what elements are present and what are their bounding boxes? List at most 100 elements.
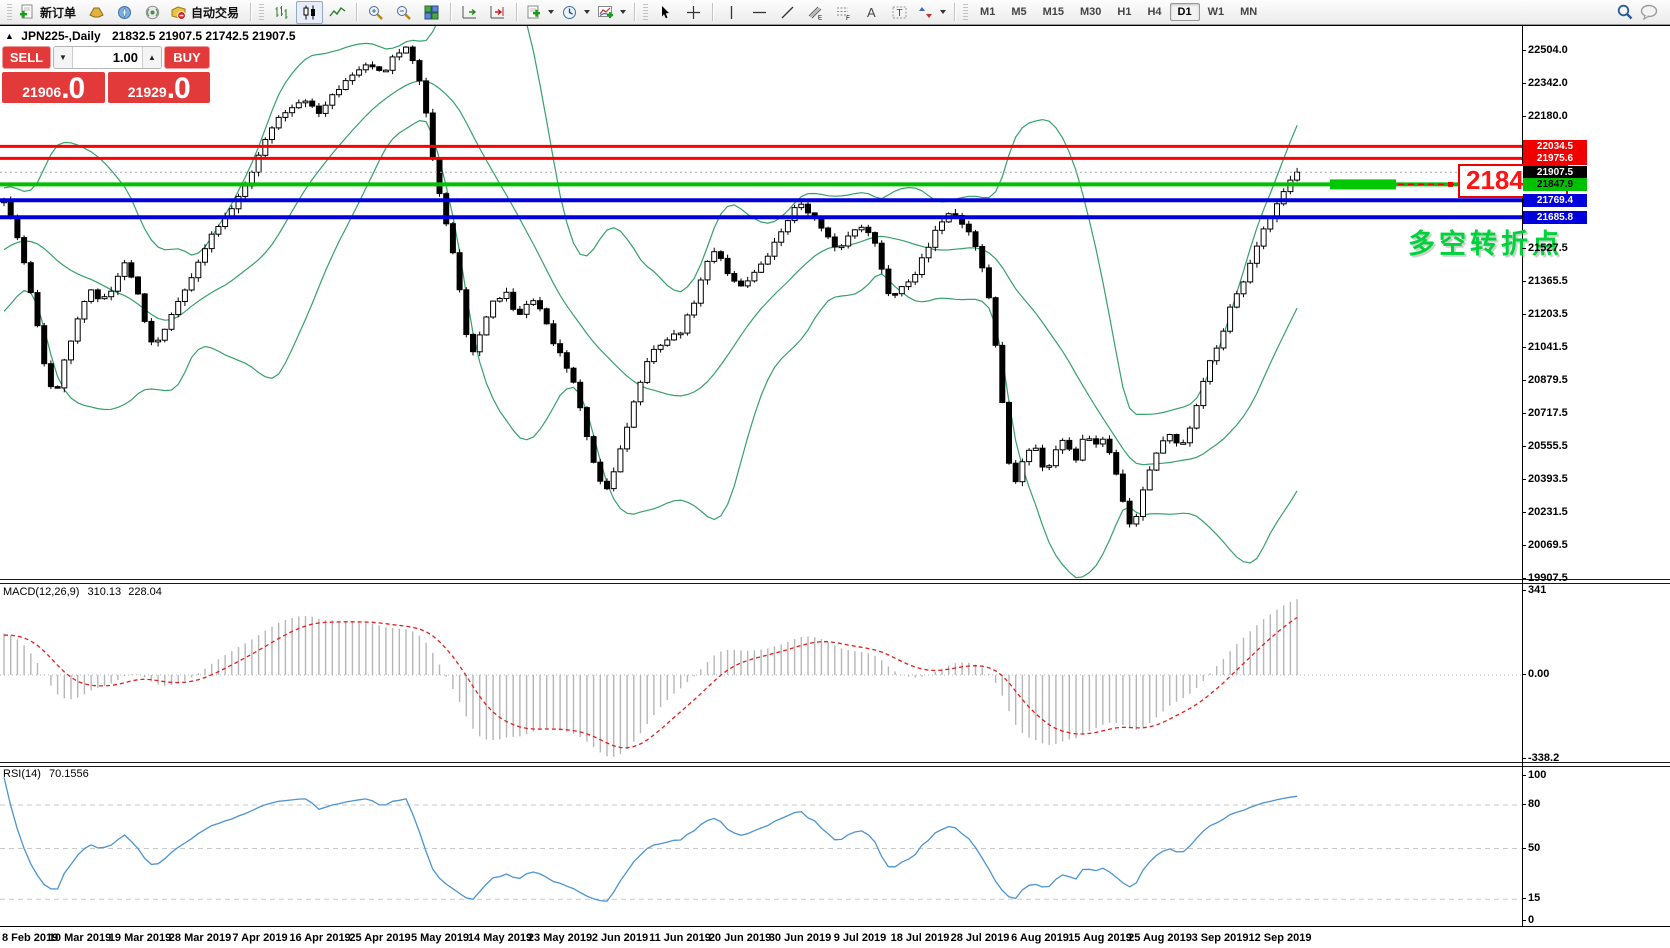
buy-price[interactable]: 21929 .0 bbox=[107, 72, 210, 104]
date-tick-label: 10 Mar 2019 bbox=[48, 932, 112, 944]
date-tick-label: 25 Aug 2019 bbox=[1128, 932, 1192, 944]
vertical-line-button[interactable] bbox=[718, 1, 745, 24]
panel-splitter[interactable] bbox=[0, 579, 1670, 584]
new-order-label: 新订单 bbox=[40, 5, 77, 20]
chart-candles-icon bbox=[303, 5, 316, 19]
chart-line-button[interactable] bbox=[324, 1, 351, 24]
sell-button[interactable]: SELL bbox=[2, 46, 51, 69]
tile-windows-button[interactable] bbox=[418, 1, 445, 24]
cursor-button[interactable] bbox=[652, 1, 679, 24]
timeframe-button-d1[interactable]: D1 bbox=[1169, 3, 1200, 21]
toolbar-grip bbox=[259, 4, 265, 20]
rsi-label: RSI(14) 70.1556 bbox=[3, 768, 89, 780]
chart-bars-button[interactable] bbox=[268, 1, 295, 24]
date-tick-label: 30 Jun 2019 bbox=[768, 932, 832, 944]
rsi-panel[interactable] bbox=[0, 765, 1522, 926]
timeframe-button-m15[interactable]: M15 bbox=[1042, 6, 1064, 18]
sell-price-pips: .0 bbox=[61, 72, 85, 105]
date-tick-label: 23 May 2019 bbox=[527, 932, 593, 944]
cursor-icon bbox=[662, 5, 670, 18]
date-tick-label: 2 Jun 2019 bbox=[591, 932, 649, 944]
chevron-down-icon bbox=[584, 10, 591, 14]
rsi-name: RSI(14) bbox=[3, 768, 41, 780]
fibonacci-icon: F bbox=[837, 7, 850, 21]
crosshair-button[interactable] bbox=[680, 1, 707, 24]
text-label-icon: T bbox=[892, 6, 907, 19]
volume-increase-button[interactable]: ▲ bbox=[142, 47, 161, 68]
zoom-out-icon bbox=[397, 5, 411, 20]
date-tick-label: 28 Mar 2019 bbox=[168, 932, 232, 944]
indicators-button[interactable] bbox=[594, 1, 629, 24]
chat-icon[interactable] bbox=[1640, 3, 1660, 21]
volume-decrease-button[interactable]: ▼ bbox=[54, 47, 73, 68]
toolbar-separator bbox=[712, 3, 714, 21]
autotrading-label: 自动交易 bbox=[191, 5, 240, 20]
date-tick-label: 7 Apr 2019 bbox=[232, 932, 288, 944]
price-tick-label: 20393.5 bbox=[1522, 473, 1608, 486]
price-tick-label: 20231.5 bbox=[1522, 506, 1608, 519]
date-tick-label: 18 Jul 2019 bbox=[890, 932, 950, 944]
channel-button[interactable]: E bbox=[802, 1, 829, 24]
chart-line-icon bbox=[329, 6, 346, 16]
fibonacci-button[interactable]: F bbox=[830, 1, 857, 24]
timeframe-button-w1[interactable]: W1 bbox=[1207, 6, 1225, 18]
navigator-icon bbox=[118, 5, 132, 19]
toolbar-separator bbox=[634, 3, 636, 21]
new-order-button[interactable]: 新订单 bbox=[16, 1, 82, 24]
chevron-down-icon bbox=[548, 10, 555, 14]
panel-splitter[interactable] bbox=[0, 762, 1670, 767]
chart-shift-button[interactable] bbox=[484, 1, 511, 24]
price-level-badge: 21907.5 bbox=[1523, 166, 1587, 179]
chart-shift-icon bbox=[490, 5, 505, 18]
vertical-line-icon bbox=[730, 5, 733, 19]
market-watch-button[interactable] bbox=[83, 1, 110, 24]
volume-input[interactable] bbox=[73, 47, 142, 68]
toolbar-grip bbox=[643, 4, 649, 20]
date-tick-label: 9 Jul 2019 bbox=[833, 932, 887, 944]
profiles-button[interactable] bbox=[522, 1, 557, 24]
period-button[interactable] bbox=[558, 1, 593, 24]
search-icon[interactable] bbox=[1616, 3, 1634, 21]
alerts-button[interactable] bbox=[139, 1, 166, 24]
auto-scroll-button[interactable] bbox=[456, 1, 483, 24]
macd-axis-label: -338.2 bbox=[1522, 752, 1608, 765]
timeframe-button-m1[interactable]: M1 bbox=[980, 6, 996, 18]
text-label-button[interactable]: T bbox=[886, 1, 913, 24]
price-level-badge: 21685.8 bbox=[1523, 211, 1587, 224]
timeframe-button-mn[interactable]: MN bbox=[1240, 6, 1258, 18]
rsi-axis-label: 0 bbox=[1522, 914, 1608, 927]
date-tick-label: 6 Aug 2019 bbox=[1011, 932, 1069, 944]
market-watch-icon bbox=[89, 7, 104, 17]
price-tick-label: 21527.5 bbox=[1522, 242, 1608, 255]
trendline-button[interactable] bbox=[774, 1, 801, 24]
navigator-button[interactable] bbox=[111, 1, 138, 24]
sell-price[interactable]: 21906 .0 bbox=[2, 72, 105, 105]
timeframe-button-h1[interactable]: H1 bbox=[1117, 6, 1132, 18]
date-tick-label: 20 Jun 2019 bbox=[708, 932, 772, 944]
macd-panel[interactable] bbox=[0, 582, 1522, 762]
arrows-button[interactable] bbox=[914, 1, 949, 24]
tile-windows-icon bbox=[424, 5, 439, 19]
price-level-badge: 21769.4 bbox=[1523, 194, 1587, 207]
timeframe-button-m30[interactable]: M30 bbox=[1080, 6, 1102, 18]
zoom-in-button[interactable] bbox=[362, 1, 389, 24]
buy-button[interactable]: BUY bbox=[164, 46, 210, 69]
toolbar-separator bbox=[250, 3, 252, 21]
zoom-out-button[interactable] bbox=[390, 1, 417, 24]
date-tick-label: 25 Apr 2019 bbox=[349, 932, 411, 944]
horizontal-line-button[interactable] bbox=[746, 1, 773, 24]
date-tick-label: 12 Sep 2019 bbox=[1248, 932, 1312, 944]
timeframe-button-h4[interactable]: H4 bbox=[1147, 6, 1162, 18]
main-price-chart[interactable] bbox=[0, 26, 1522, 579]
price-tick-label: 20717.5 bbox=[1522, 407, 1608, 420]
chevron-down-icon bbox=[620, 10, 627, 14]
date-axis-border bbox=[0, 926, 1670, 927]
timeframe-button-m5[interactable]: M5 bbox=[1011, 6, 1027, 18]
chart-title: ▲ JPN225-,Daily 21832.5 21907.5 21742.5 … bbox=[5, 29, 296, 43]
chart-candles-button[interactable] bbox=[296, 0, 324, 24]
trendline-icon bbox=[781, 6, 794, 18]
text-button[interactable]: A bbox=[858, 1, 885, 24]
autotrading-button[interactable]: 自动交易 bbox=[167, 1, 245, 24]
macd-axis-label: 0.00 bbox=[1522, 668, 1608, 681]
rsi-value: 70.1556 bbox=[48, 768, 89, 780]
